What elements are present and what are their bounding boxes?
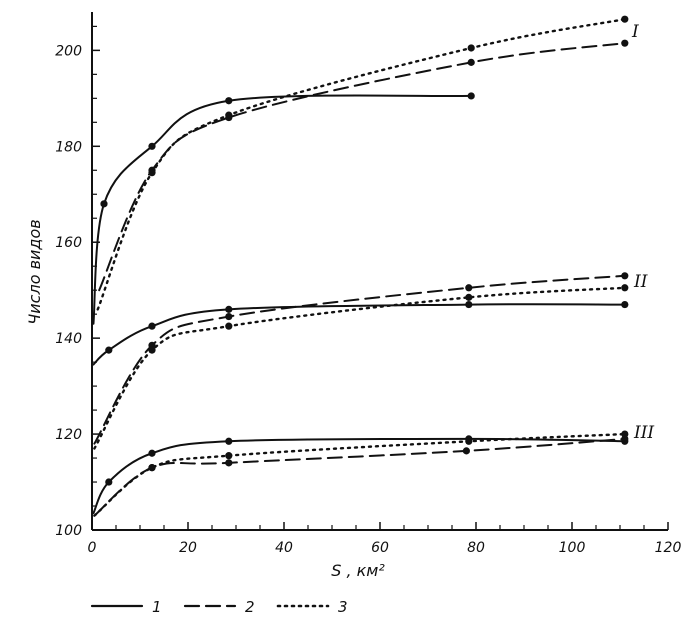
- x-tick-label: 0: [88, 540, 97, 556]
- y-tick-label: 100: [55, 523, 82, 539]
- data-point: [225, 452, 233, 460]
- data-point: [621, 272, 629, 280]
- legend-label-3: 3: [338, 598, 348, 616]
- data-point: [621, 15, 629, 23]
- data-point: [225, 111, 233, 119]
- y-tick-label: 160: [55, 235, 82, 251]
- group-label-II: II: [633, 272, 648, 292]
- data-point: [465, 300, 473, 309]
- x-tick-label: 100: [559, 540, 586, 556]
- data-point: [465, 437, 473, 445]
- data-point: [225, 305, 233, 313]
- group-label-III: III: [633, 423, 654, 443]
- data-point: [462, 447, 470, 455]
- x-tick-label: 60: [371, 540, 389, 556]
- data-point: [105, 346, 113, 354]
- series-line-III-3: [93, 432, 626, 517]
- data-point: [467, 58, 475, 66]
- data-point: [148, 464, 156, 472]
- x-tick-label: 120: [655, 540, 682, 556]
- y-tick-label: 140: [55, 331, 82, 347]
- legend-label-1: 1: [152, 598, 162, 616]
- y-tick-label: 180: [55, 139, 82, 155]
- series-line-II-2: [93, 274, 626, 445]
- x-tick-label: 80: [467, 540, 485, 556]
- group-label-I: I: [631, 22, 639, 42]
- data-point: [148, 346, 156, 354]
- series-line-II-3: [93, 286, 626, 450]
- data-point: [148, 449, 156, 457]
- data-point: [148, 142, 156, 150]
- data-point: [225, 97, 233, 105]
- data-point: [621, 284, 629, 292]
- legend: 1 2 3: [90, 598, 348, 616]
- data-point: [465, 293, 473, 301]
- data-point: [225, 312, 233, 321]
- data-point: [148, 322, 156, 330]
- x-tick-label: 20: [179, 540, 197, 556]
- series-line-I-3: [96, 17, 626, 311]
- data-point: [467, 44, 475, 52]
- series-line-III-2: [93, 437, 626, 517]
- data-point: [467, 92, 475, 100]
- data-point: [148, 169, 156, 177]
- x-tick-label: 40: [275, 540, 293, 556]
- data-point: [225, 322, 233, 330]
- data-point: [225, 437, 233, 445]
- data-point: [105, 478, 113, 486]
- series-group: [92, 17, 626, 517]
- series-line-I-2: [98, 42, 626, 292]
- data-point: [465, 284, 473, 292]
- data-point: [621, 39, 629, 47]
- data-point: [621, 300, 629, 309]
- y-tick-label: 120: [55, 427, 82, 443]
- series-line-I-1: [92, 94, 473, 325]
- y-tick-label: 200: [55, 43, 82, 59]
- data-point: [225, 459, 233, 467]
- data-point: [100, 200, 108, 208]
- axes: Число видов S , км²: [25, 12, 668, 580]
- data-point: [621, 430, 629, 438]
- points-group: [100, 15, 629, 486]
- legend-label-2: 2: [245, 598, 255, 616]
- ticks: 0 20 40 60 80 100 120 100 120 140 160 180 200: [55, 25, 682, 556]
- series-line-III-1: [92, 437, 626, 515]
- x-axis-label: S , км²: [331, 561, 385, 580]
- y-axis-label: Число видов: [25, 219, 44, 324]
